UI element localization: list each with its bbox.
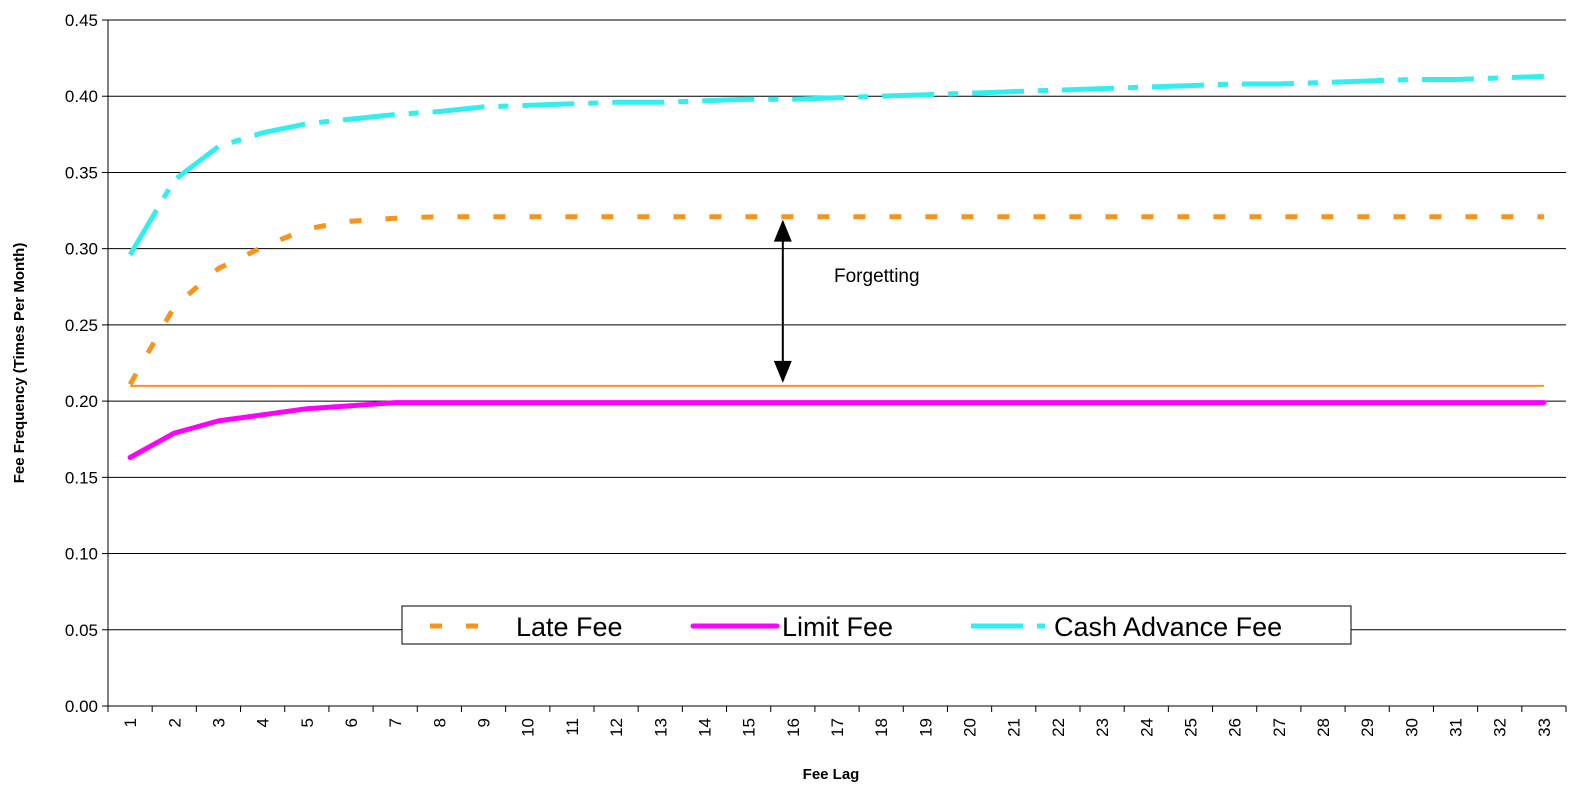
- grid: [108, 19, 1566, 631]
- legend: Late Fee Limit Fee Cash Advance Fee: [401, 605, 1352, 645]
- x-tick-label-25: 25: [1181, 718, 1200, 737]
- x-tick-label-7: 7: [386, 718, 405, 727]
- annotation-label: Forgetting: [834, 266, 920, 287]
- x-tick-label-24: 24: [1137, 718, 1156, 737]
- y-axis-title: Fee Frequency (Times Per Month): [11, 243, 28, 484]
- y-tick-label-0.25: 0.25: [65, 316, 98, 335]
- x-tick-label-13: 13: [651, 718, 670, 737]
- legend-box: [401, 605, 1352, 645]
- x-tick-label-3: 3: [209, 718, 228, 727]
- x-tick-label-5: 5: [298, 718, 317, 727]
- y-tick-label-0.10: 0.10: [65, 545, 98, 564]
- y-tick-label-0.20: 0.20: [65, 392, 98, 411]
- x-tick-label-10: 10: [519, 718, 538, 737]
- y-tick-label-0.00: 0.00: [65, 697, 98, 716]
- x-tick-label-20: 20: [961, 718, 980, 737]
- annotation-arrow-head-up: [773, 219, 792, 242]
- y-tick-label-0.30: 0.30: [65, 240, 98, 259]
- x-tick-label-9: 9: [475, 718, 494, 727]
- x-tick-label-31: 31: [1447, 718, 1466, 737]
- annotation: Forgetting: [773, 219, 920, 383]
- x-tick-label-8: 8: [430, 718, 449, 727]
- legend-label-limit-fee: Limit Fee: [782, 612, 893, 642]
- x-tick-label-15: 15: [740, 718, 759, 737]
- x-tick-label-27: 27: [1270, 718, 1289, 737]
- x-tick-label-32: 32: [1491, 718, 1510, 737]
- series-line-cash-advance-fee: [127, 73, 1544, 257]
- x-axis-title: Fee Lag: [803, 766, 860, 783]
- series-line-late-fee: [127, 214, 1544, 386]
- series-line-limit-fee: [127, 400, 1547, 460]
- y-tick-label-0.05: 0.05: [65, 621, 98, 640]
- axes: 0.00 0.05 0.10 0.15 0.20 0.25 0.30 0.35 0.40 0.45…: [65, 11, 1567, 737]
- series: [127, 73, 1547, 460]
- x-tick-label-2: 2: [165, 718, 184, 727]
- x-tick-label-30: 30: [1402, 718, 1421, 737]
- x-tick-label-17: 17: [828, 718, 847, 737]
- x-tick-label-14: 14: [695, 718, 714, 737]
- x-tick-label-23: 23: [1093, 718, 1112, 737]
- legend-label-cash-advance-fee: Cash Advance Fee: [1054, 612, 1282, 642]
- x-tick-label-16: 16: [784, 718, 803, 737]
- x-tick-label-1: 1: [121, 718, 140, 727]
- annotation-arrow-head-down: [773, 360, 792, 383]
- y-tick-label-0.45: 0.45: [65, 11, 98, 30]
- x-tick-label-4: 4: [254, 718, 273, 727]
- x-tick-label-29: 29: [1358, 718, 1377, 737]
- x-tick-label-12: 12: [607, 718, 626, 737]
- x-tick-label-28: 28: [1314, 718, 1333, 737]
- x-tick-label-21: 21: [1005, 718, 1024, 737]
- y-tick-label-0.15: 0.15: [65, 468, 98, 487]
- x-tick-label-11: 11: [563, 718, 582, 736]
- x-tick-label-6: 6: [342, 718, 361, 727]
- x-tick-label-26: 26: [1226, 718, 1245, 737]
- x-tick-label-22: 22: [1049, 718, 1068, 737]
- x-tick-label-19: 19: [916, 718, 935, 737]
- legend-label-late-fee: Late Fee: [516, 612, 623, 642]
- x-tick-label-33: 33: [1535, 718, 1554, 737]
- x-tick-label-18: 18: [872, 718, 891, 737]
- y-tick-label-0.40: 0.40: [65, 87, 98, 106]
- y-tick-label-0.35: 0.35: [65, 163, 98, 182]
